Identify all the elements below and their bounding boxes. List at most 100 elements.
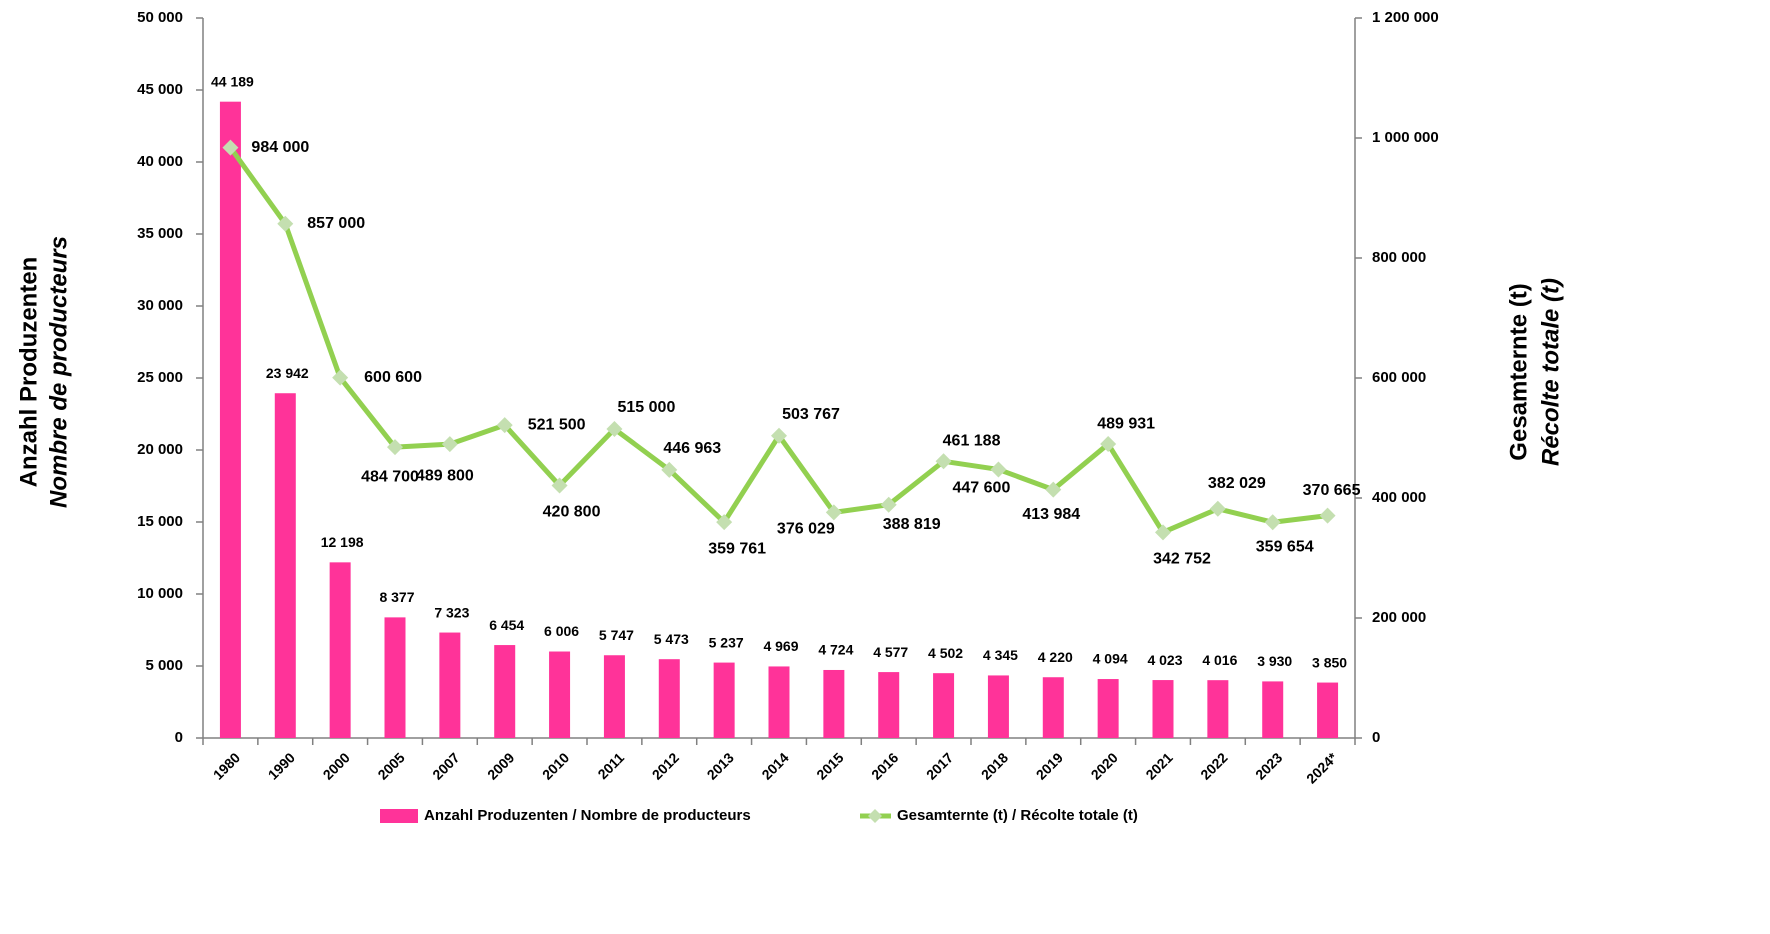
x-tick-label: 2009 [484,749,517,782]
line-marker [551,477,568,494]
y-tick-label: 25 000 [137,369,183,386]
y-tick-label: 5 000 [145,657,183,674]
legend-label: Anzahl Produzenten / Nombre de producteu… [424,807,751,824]
y2-tick-label: 1 000 000 [1372,129,1439,146]
x-tick-label: 2014 [758,749,791,782]
y2-axis-title: Récolte totale (t) [1537,278,1564,466]
bar-value-label: 44 189 [211,73,254,89]
bar-value-label: 8 377 [379,589,414,605]
bar [878,672,900,738]
line-marker [332,369,349,386]
line-value-label: 600 600 [364,369,422,386]
bar [1317,682,1339,738]
x-tick-label: 2015 [813,749,846,782]
y2-tick-label: 1 200 000 [1372,9,1439,26]
x-tick-label: 2000 [320,749,353,782]
line-value-label: 521 500 [528,416,586,433]
bar [439,632,461,738]
bar [768,666,790,738]
y2-tick-label: 600 000 [1372,369,1426,386]
bar [658,659,680,738]
line-value-label: 984 000 [251,139,309,156]
y-tick-label: 30 000 [137,297,183,314]
y2-axis-title: Gesamternte (t) [1505,283,1532,460]
line-value-label: 382 029 [1208,475,1266,492]
line-marker [1319,507,1336,524]
bar-value-label: 4 094 [1093,651,1128,667]
bar [987,675,1009,738]
line-marker [1045,481,1062,498]
bar [1042,677,1064,738]
line-value-label: 489 931 [1097,415,1155,432]
line-value-label: 420 800 [543,504,601,521]
line-value-label: 413 984 [1022,506,1080,523]
line-value-label: 359 654 [1256,538,1314,555]
bar [713,662,735,738]
line-marker [990,461,1007,478]
bar-value-label: 3 930 [1257,653,1292,669]
bar [219,101,241,738]
bar-value-label: 4 345 [983,647,1018,663]
bar-value-label: 7 323 [434,604,469,620]
line-value-label: 461 188 [943,433,1001,450]
x-tick-label: 1980 [210,749,243,782]
bar [494,645,516,738]
line-value-label: 503 767 [782,406,840,423]
bar-value-label: 4 016 [1202,652,1237,668]
line-value-label: 342 752 [1153,551,1211,568]
x-tick-label: 2022 [1197,749,1230,782]
line-value-label: 857 000 [307,215,365,232]
legend-swatch [380,809,418,823]
bar-value-label: 6 454 [489,617,524,633]
bar [274,393,296,738]
line-value-label: 446 963 [663,440,721,457]
line-marker [880,496,897,513]
bar-value-label: 3 850 [1312,654,1347,670]
legend-label: Gesamternte (t) / Récolte totale (t) [897,807,1138,824]
bar-value-label: 12 198 [321,534,364,550]
line-marker [1100,436,1117,453]
line-marker [716,514,733,531]
x-tick-label: 2005 [374,749,407,782]
bar-value-label: 5 473 [654,631,689,647]
line-value-label: 388 819 [883,516,941,533]
y2-tick-label: 400 000 [1372,489,1426,506]
bar [1262,681,1284,738]
bar-value-label: 4 577 [873,644,908,660]
line-marker [1264,514,1281,531]
bar [933,673,955,738]
bar [823,669,845,738]
y-tick-label: 10 000 [137,585,183,602]
x-tick-label: 2023 [1252,749,1285,782]
bar-value-label: 5 747 [599,627,634,643]
x-tick-label: 2019 [1033,749,1066,782]
x-tick-label: 2016 [868,749,901,782]
bar-value-label: 4 220 [1038,649,1073,665]
y-tick-label: 50 000 [137,9,183,26]
bar [384,617,406,738]
line-marker [387,439,403,456]
line-value-label: 484 700 [361,468,419,485]
line-value-label: 447 600 [953,480,1011,497]
y-tick-label: 0 [175,729,183,746]
line-value-label: 515 000 [618,399,676,416]
y2-tick-label: 0 [1372,729,1380,746]
bar [329,562,351,738]
y-tick-label: 35 000 [137,225,183,242]
line-marker [771,427,787,444]
bar-value-label: 6 006 [544,623,579,639]
bar-value-label: 4 023 [1147,652,1182,668]
y2-tick-label: 200 000 [1372,609,1426,626]
x-tick-label: 1990 [265,749,298,782]
bar-value-label: 4 969 [763,638,798,654]
y-tick-label: 45 000 [137,81,183,98]
bar [1097,679,1119,738]
line-marker [935,453,952,470]
bar [603,655,625,738]
bar [549,651,571,738]
line-value-label: 376 029 [777,521,835,538]
bar-value-label: 4 502 [928,645,963,661]
y2-tick-label: 800 000 [1372,249,1426,266]
y-axis-title: Anzahl Produzenten [15,257,42,488]
